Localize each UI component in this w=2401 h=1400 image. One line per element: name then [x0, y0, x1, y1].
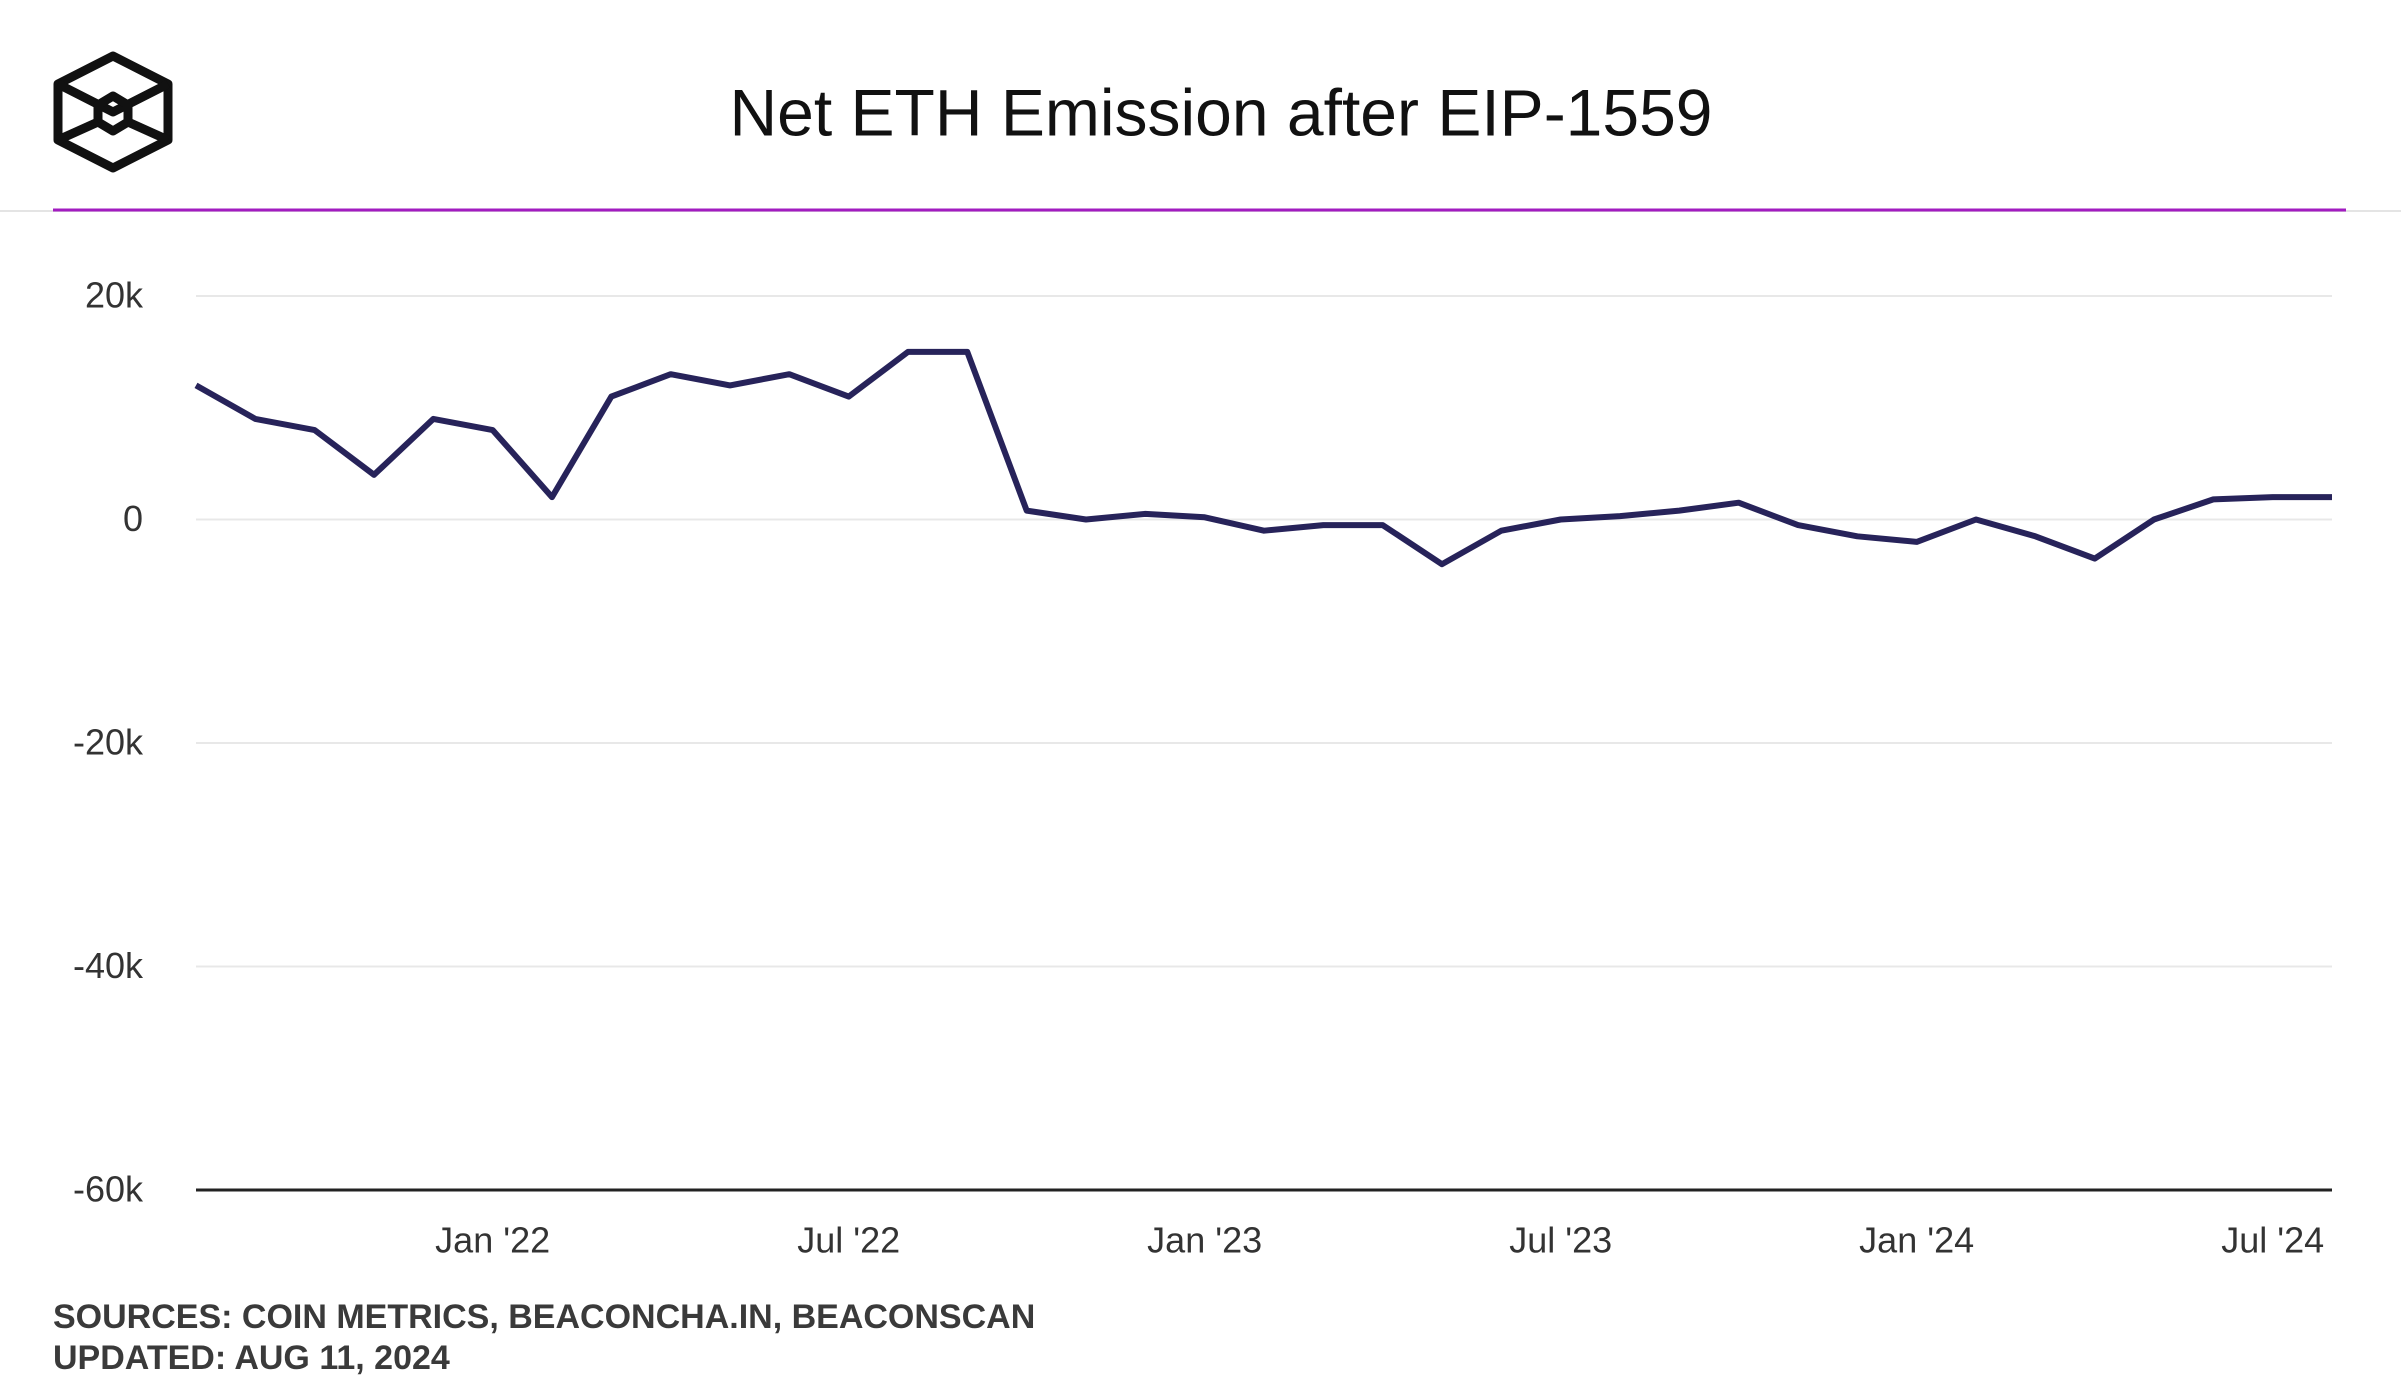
x-tick-label: Jan '23	[1147, 1220, 1262, 1261]
chart-title: Net ETH Emission after EIP-1559	[729, 75, 1712, 149]
y-tick-label: 20k	[85, 275, 144, 316]
x-tick-label: Jan '24	[1859, 1220, 1974, 1261]
x-tick-label: Jul '24	[2221, 1220, 2324, 1261]
y-tick-label: -40k	[73, 945, 144, 986]
sources: SOURCES: COIN METRICS, BEACONCHA.IN, BEA…	[53, 1298, 1035, 1336]
x-tick-label: Jan '22	[435, 1220, 550, 1261]
y-tick-label: 0	[123, 498, 143, 539]
logo	[53, 51, 173, 173]
x-tick-label: Jul '22	[797, 1220, 900, 1261]
y-tick-label: -20k	[73, 722, 144, 763]
y-tick-label: -60k	[73, 1169, 144, 1210]
data-line	[194, 348, 2332, 568]
updated: UPDATED: AUG 11, 2024	[53, 1339, 450, 1377]
x-tick-label: Jul '23	[1509, 1220, 1612, 1261]
